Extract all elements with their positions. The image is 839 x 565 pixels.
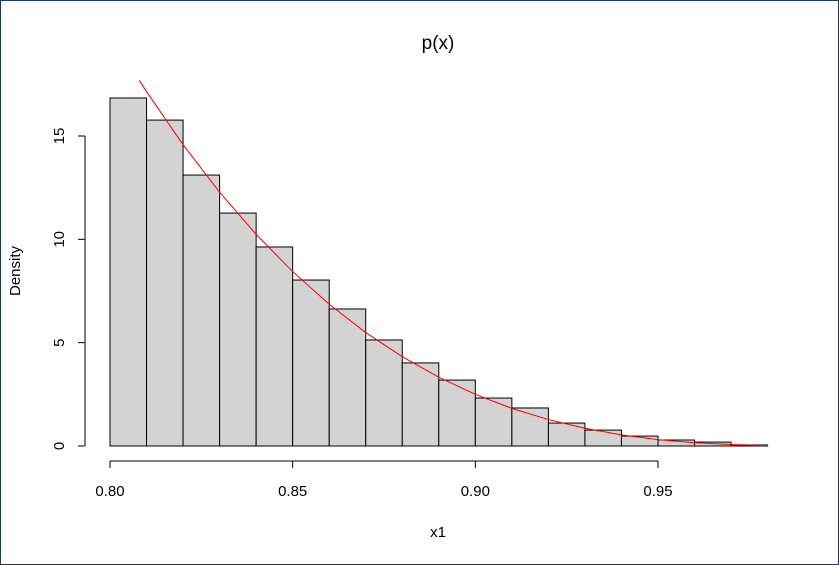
y-tick-label: 10 [51,231,68,248]
bar [438,379,476,447]
bar [146,119,184,447]
x-tick-label: 0.95 [643,483,672,500]
density-curve [138,79,768,447]
bar [182,174,221,447]
chart-title: p(x) [422,33,455,54]
bar [474,397,513,447]
bar [292,279,330,447]
x-tick-label: 0.80 [95,483,124,500]
x-tick-label: 0.85 [278,483,307,500]
y-tick-label: 5 [51,338,68,346]
y-tick-label: 0 [51,442,68,450]
y-axis-label: Density [7,245,24,296]
y-tick-label: 15 [51,128,68,145]
bar [584,429,622,447]
bar [401,362,440,447]
bar [109,97,148,447]
x-axis-label: x1 [430,524,446,541]
x-tick-label: 0.90 [461,483,490,500]
bar [328,308,367,447]
bar [365,339,403,447]
bar [255,246,294,447]
bar [219,212,257,447]
